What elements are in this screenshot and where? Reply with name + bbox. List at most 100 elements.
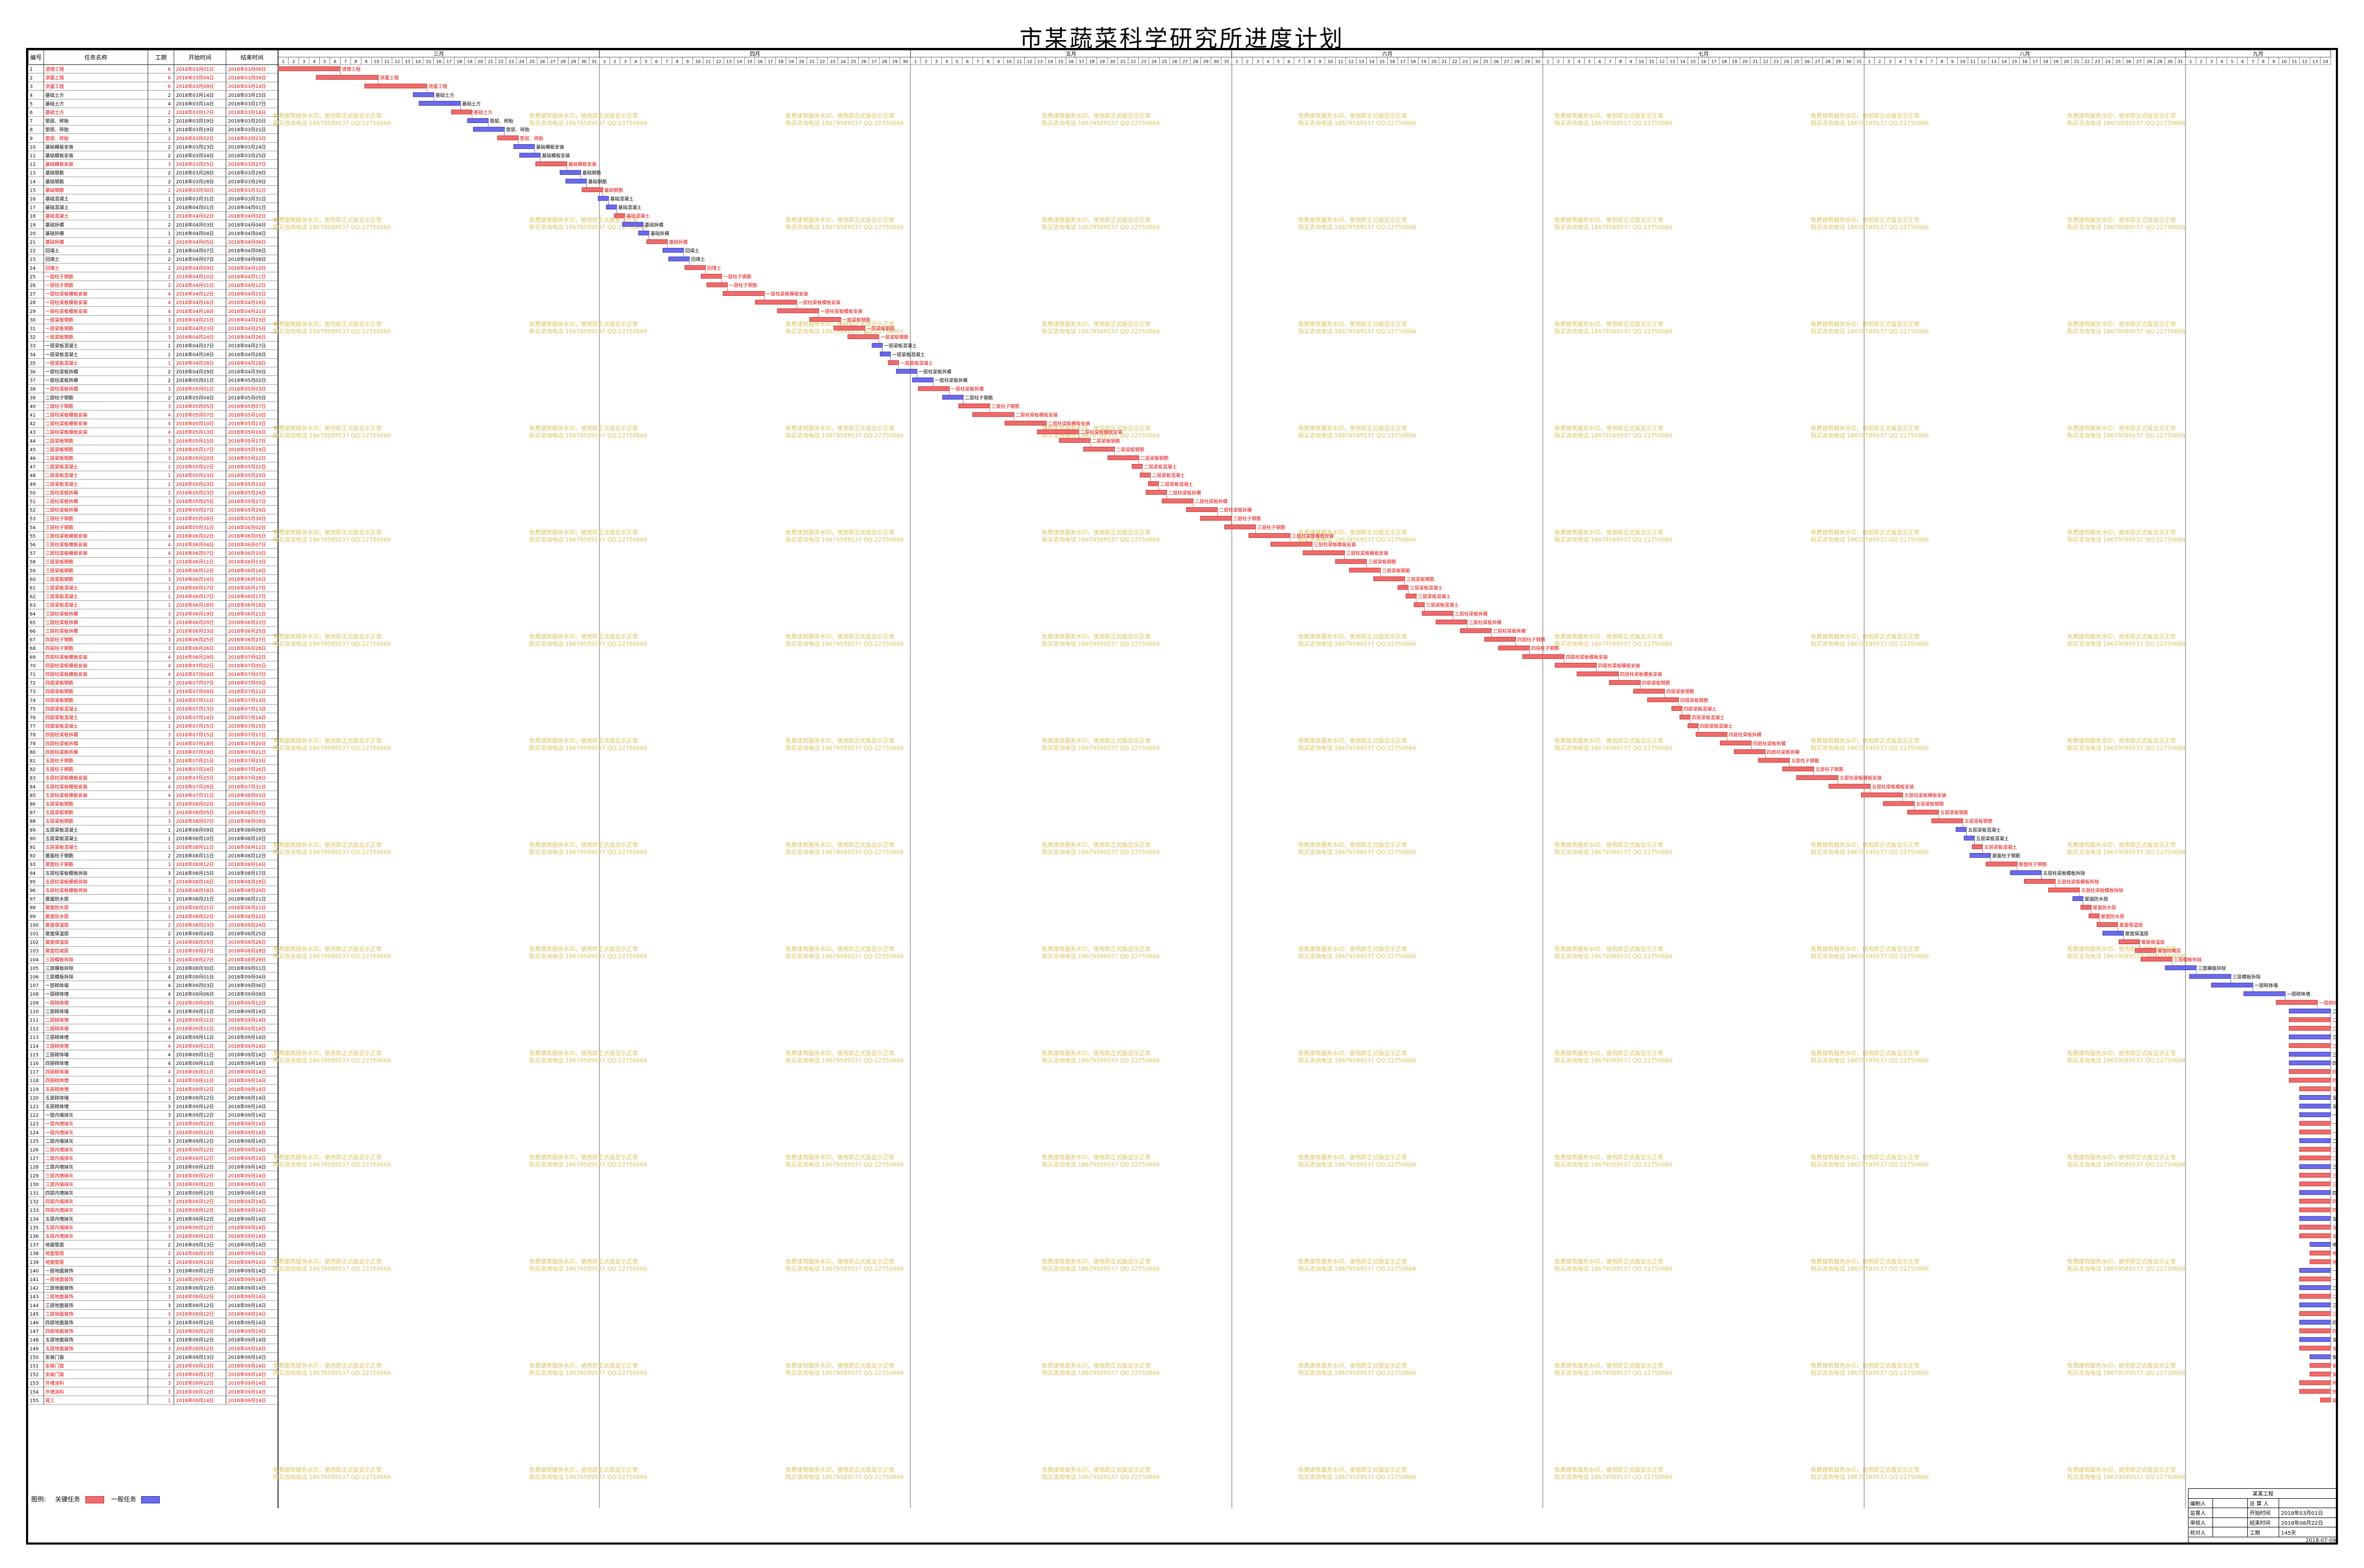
task-bar-label: 五层柱梁板模板安装 [1904, 792, 1946, 798]
task-id: 116 [30, 1061, 39, 1067]
task-bar [2096, 922, 2118, 927]
task-name: 三层柱梁板模板安装 [45, 542, 87, 548]
task-bar [598, 196, 609, 201]
task-bar [2299, 1302, 2331, 1308]
task-bar [638, 230, 649, 235]
task-end: 2018年03月18日 [228, 109, 266, 116]
task-end: 2018年03月14日 [228, 83, 266, 90]
task-name: 四层砌体墙 [45, 1069, 69, 1075]
watermark-text: 免费建筑服务水印，使用即正式版显示正常 [1298, 945, 1407, 952]
task-id: 23 [30, 257, 35, 262]
day-label: 16 [436, 59, 441, 64]
task-bar-label: 基础钢筋 [588, 179, 607, 185]
task-name: 基础模板安装 [45, 144, 73, 150]
day-label: 12 [1981, 59, 1986, 64]
watermark-text: 购买咨询电话 18679589537 QQ:22750666 [2067, 1161, 2185, 1168]
task-id: 83 [30, 776, 35, 781]
task-bar [2309, 1372, 2331, 1377]
day-label: 1 [1868, 59, 1870, 64]
task-bar [2288, 1051, 2331, 1057]
task-id: 144 [30, 1303, 39, 1309]
task-end: 2018年09月14日 [228, 1077, 266, 1084]
watermark-text: 免费建筑服务水印，使用即正式版显示正常 [786, 112, 895, 119]
task-duration: 3 [168, 1208, 171, 1213]
task-duration: 6 [168, 67, 171, 72]
task-end: 2018年07月02日 [228, 654, 266, 660]
task-duration: 3 [168, 447, 171, 453]
task-bar [1861, 792, 1903, 797]
day-label: 6 [1920, 59, 1922, 64]
task-end: 2018年05月03日 [228, 386, 266, 392]
task-bar-label: 二层柱梁板模板安装 [1016, 412, 1058, 418]
task-duration: 3 [168, 1105, 171, 1110]
watermark-text: 购买咨询电话 18679589537 QQ:22750666 [1554, 1057, 1673, 1064]
task-bar-label: 二层梁板混凝土 [1144, 464, 1177, 470]
task-id: 56 [30, 543, 36, 548]
task-start: 2018年08月15日 [176, 870, 214, 876]
task-duration: 3 [168, 698, 171, 704]
day-label: 8 [355, 59, 357, 64]
day-label: 12 [1027, 59, 1032, 64]
task-bar [847, 334, 879, 340]
watermark-text: 购买咨询电话 18679589537 QQ:22750666 [1042, 536, 1160, 543]
watermark-text: 购买咨询电话 18679589537 QQ:22750666 [786, 1369, 904, 1376]
task-bar-label: 一层柱梁板模板安装 [798, 299, 840, 306]
watermark-text: 购买咨询电话 18679589537 QQ:22750666 [1042, 328, 1160, 335]
watermark-text: 免费建筑服务水印，使用即正式版显示正常 [1811, 112, 1920, 119]
task-bar-label: 二层梁板钢筋 [1116, 446, 1145, 453]
task-bar [2299, 1276, 2331, 1282]
task-name: 四层柱梁板模板安装 [45, 662, 87, 669]
task-id: 66 [30, 629, 36, 634]
day-label: 18 [2043, 59, 2048, 64]
task-start: 2018年09月12日 [176, 1337, 214, 1343]
task-start: 2018年04月01日 [176, 205, 214, 211]
task-id: 93 [30, 862, 35, 868]
task-id: 137 [30, 1243, 39, 1248]
task-id: 106 [30, 975, 39, 980]
task-start: 2018年07月24日 [176, 767, 214, 773]
task-bar-label: 二层梁板钢筋 [1140, 455, 1168, 461]
task-end: 2018年06月18日 [228, 602, 266, 608]
watermark-text: 免费建筑服务水印，使用即正式版显示正常 [529, 1258, 638, 1265]
task-bar-label: 四层砌体墙 [2332, 1060, 2336, 1067]
task-duration: 4 [168, 1070, 171, 1075]
task-name: 四层柱子钢筋 [45, 645, 73, 651]
task-end: 2018年08月21日 [228, 896, 266, 902]
task-duration: 3 [168, 1338, 171, 1343]
task-end: 2018年09月14日 [228, 1268, 266, 1274]
task-duration: 3 [168, 811, 171, 816]
day-label: 30 [1214, 59, 1219, 64]
task-bar-label: 四层梁板混凝土 [1683, 706, 1716, 712]
task-id: 151 [30, 1364, 39, 1369]
day-label: 16 [1701, 59, 1706, 64]
task-id: 120 [30, 1096, 39, 1101]
day-label: 4 [1578, 59, 1580, 64]
tb-val [2212, 1527, 2248, 1537]
task-duration: 3 [168, 128, 171, 133]
task-id: 128 [30, 1165, 39, 1170]
day-label: 26 [861, 59, 866, 64]
day-label: 10 [1328, 59, 1333, 64]
task-name: 三层地面装饰 [45, 1311, 73, 1317]
task-bar [1609, 680, 1641, 685]
task-start: 2018年09月13日 [176, 1354, 214, 1360]
task-duration: 2 [168, 396, 171, 401]
task-duration: 1 [168, 724, 171, 730]
watermark-text: 免费建筑服务水印，使用即正式版显示正常 [786, 633, 895, 640]
task-id: 123 [30, 1122, 39, 1127]
task-start: 2018年07月07日 [176, 680, 214, 686]
watermark-text: 购买咨询电话 18679589537 QQ:22750666 [529, 848, 647, 856]
watermark-text: 购买咨询电话 18679589537 QQ:22750666 [1554, 1265, 1673, 1272]
task-id: 147 [30, 1329, 39, 1335]
task-end: 2018年09月14日 [228, 1363, 266, 1369]
task-duration: 4 [168, 1009, 171, 1014]
task-bar-label: 安装门窗 [2332, 1363, 2336, 1369]
task-end: 2018年03月25日 [228, 153, 266, 159]
task-duration: 3 [168, 1303, 171, 1309]
watermark-text: 免费建筑服务水印，使用即正式版显示正常 [1811, 320, 1920, 328]
task-end: 2018年03月15日 [228, 92, 266, 98]
day-label: 14 [1680, 59, 1686, 64]
task-id: 146 [30, 1321, 39, 1326]
task-start: 2018年06月04日 [176, 542, 214, 548]
task-duration: 3 [168, 768, 171, 773]
